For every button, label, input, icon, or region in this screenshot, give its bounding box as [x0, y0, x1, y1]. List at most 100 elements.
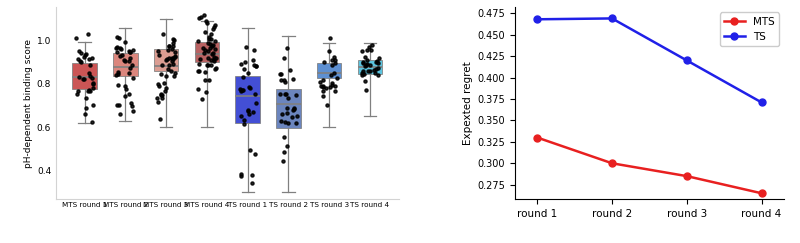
Point — [362, 69, 374, 73]
Point — [290, 93, 302, 96]
Point — [237, 88, 250, 92]
Point — [370, 67, 382, 71]
Point — [314, 80, 327, 84]
Point — [168, 55, 181, 59]
Point — [201, 63, 214, 67]
Point — [370, 59, 383, 63]
TS — [607, 17, 617, 20]
Point — [86, 76, 98, 80]
Point — [355, 49, 368, 53]
Point — [317, 85, 330, 89]
Point — [358, 79, 371, 83]
Point — [250, 64, 262, 68]
Point — [277, 159, 290, 163]
Point — [355, 73, 368, 77]
Point — [110, 73, 123, 77]
Point — [234, 114, 247, 118]
Point — [167, 43, 180, 47]
Point — [152, 49, 165, 53]
Point — [154, 72, 167, 76]
Point — [118, 58, 130, 62]
Point — [323, 36, 336, 40]
Point — [83, 57, 96, 61]
Point — [364, 69, 377, 73]
Point — [118, 59, 131, 63]
Point — [198, 78, 211, 82]
Point — [197, 46, 210, 50]
Point — [83, 89, 96, 93]
Point — [167, 74, 180, 78]
Point — [77, 77, 90, 81]
Point — [328, 84, 341, 88]
Point — [86, 86, 99, 90]
Point — [236, 88, 249, 92]
Point — [367, 68, 380, 72]
Point — [282, 121, 294, 125]
Point — [194, 15, 207, 18]
Point — [317, 94, 330, 98]
Point — [126, 109, 139, 113]
PathPatch shape — [113, 53, 138, 76]
Point — [286, 77, 299, 81]
Point — [192, 16, 205, 20]
Point — [250, 64, 262, 68]
Point — [198, 13, 210, 17]
Point — [236, 75, 249, 79]
Point — [166, 56, 178, 60]
Point — [317, 60, 330, 64]
Line: TS: TS — [534, 15, 765, 106]
Point — [78, 112, 91, 116]
Point — [163, 56, 176, 60]
Point — [122, 49, 135, 52]
Point — [70, 36, 82, 40]
Point — [166, 62, 179, 66]
Point — [155, 93, 168, 97]
Point — [166, 59, 178, 62]
Point — [151, 96, 164, 100]
Point — [326, 81, 338, 85]
PathPatch shape — [235, 76, 260, 123]
Point — [192, 69, 205, 73]
Point — [110, 45, 123, 49]
Point — [169, 71, 182, 75]
Point — [246, 110, 259, 113]
Point — [243, 85, 256, 89]
Point — [86, 120, 98, 124]
Point — [155, 63, 168, 67]
PathPatch shape — [358, 60, 382, 74]
Point — [157, 32, 170, 36]
PathPatch shape — [72, 63, 97, 89]
Point — [358, 55, 371, 59]
Point — [361, 48, 374, 52]
Point — [241, 109, 254, 113]
Point — [284, 69, 297, 72]
Point — [162, 67, 174, 71]
Point — [169, 54, 182, 58]
Point — [114, 47, 127, 51]
Point — [198, 51, 210, 55]
Point — [234, 172, 247, 176]
Point — [314, 84, 327, 87]
Point — [151, 100, 164, 104]
Point — [209, 48, 222, 52]
Point — [329, 89, 342, 93]
Point — [246, 173, 258, 177]
Point — [151, 82, 164, 86]
PathPatch shape — [317, 63, 342, 78]
Point — [114, 46, 126, 50]
Point — [167, 57, 180, 61]
Point — [204, 42, 217, 45]
Point — [209, 67, 222, 71]
Legend: MTS, TS: MTS, TS — [719, 12, 778, 46]
Point — [110, 46, 123, 50]
Point — [274, 120, 287, 123]
Point — [281, 46, 294, 50]
Point — [200, 19, 213, 23]
Point — [316, 84, 329, 88]
Point — [244, 86, 257, 90]
MTS — [682, 175, 691, 178]
Point — [278, 92, 291, 96]
Point — [207, 57, 220, 61]
Point — [158, 89, 171, 93]
Point — [166, 37, 179, 41]
